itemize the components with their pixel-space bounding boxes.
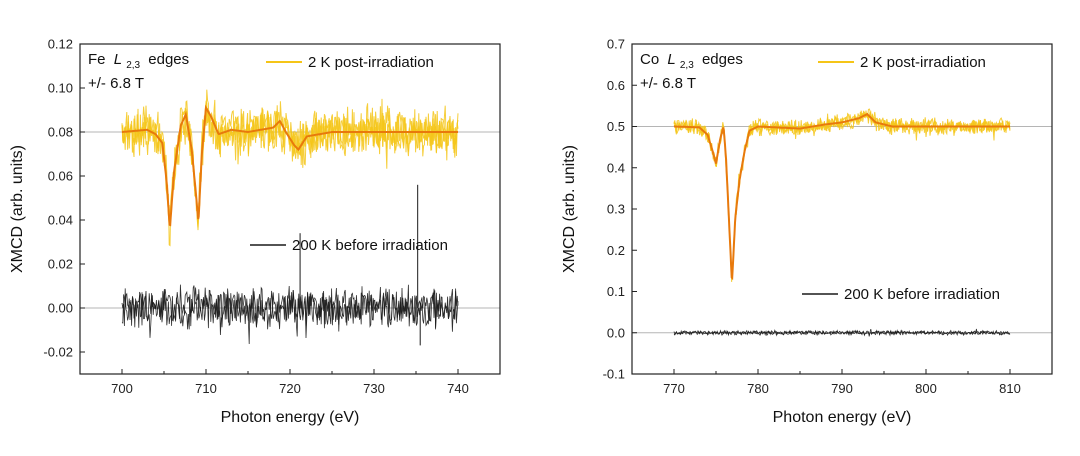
fe-data-trace — [121, 99, 459, 247]
fe-panel: 700 710 720 730 740 -0.02 0.00 0.02 0.04 0.06 0.0… — [9, 37, 501, 426]
co-plot-frame — [631, 43, 1053, 375]
fe-reference-lines — [80, 131, 500, 309]
fe-x-tick-label: 720 — [279, 381, 301, 396]
co-data-trace — [673, 329, 1011, 337]
co-y-tick-label: -0.1 — [603, 367, 625, 382]
co-field-annotation: +/- 6.8 T — [640, 75, 696, 92]
fe-legend-label-2k: 2 K post-irradiation — [308, 54, 434, 71]
co-x-tick-label: 790 — [831, 381, 853, 396]
fe-x-axis-label: Photon energy (eV) — [221, 409, 360, 426]
fe-field-annotation: +/- 6.8 T — [88, 75, 144, 92]
fe-series-200k-before-irradiation — [121, 184, 459, 346]
co-x-tick-label: 770 — [663, 381, 685, 396]
fe-x-tick-label: 730 — [363, 381, 385, 396]
fe-series-2k-post-irradiation — [121, 89, 459, 247]
fe-y-tick-label: 0.02 — [48, 257, 73, 272]
fe-fit-line — [122, 104, 458, 227]
fe-y-axis-label: XMCD (arb. units) — [9, 145, 26, 273]
co-y-tick-label: 0.7 — [607, 37, 625, 52]
co-legend-label-2k: 2 K post-irradiation — [860, 54, 986, 71]
co-series-2k-post-irradiation — [673, 108, 1011, 282]
fe-y-tick-label: 0.08 — [48, 125, 73, 140]
co-edge-word: edges — [702, 51, 743, 68]
fe-y-tick-label: -0.02 — [43, 345, 73, 360]
co-y-axis-ticks: -0.1 0.0 0.1 0.2 0.3 0.4 0.5 0.6 0.7 — [603, 37, 637, 382]
fe-element: Fe — [88, 51, 106, 68]
co-legend-label-200k: 200 K before irradiation — [844, 286, 1000, 303]
co-y-tick-label: 0.1 — [607, 284, 625, 299]
fe-edge-symbol: L — [114, 51, 122, 68]
co-y-tick-label: 0.0 — [607, 325, 625, 340]
co-edge-symbol: L — [667, 51, 675, 68]
co-y-tick-label: 0.5 — [607, 119, 625, 134]
co-series-200k-before-irradiation — [673, 328, 1011, 337]
co-y-axis-label: XMCD (arb. units) — [561, 145, 578, 273]
fe-y-tick-label: 0.06 — [48, 169, 73, 184]
fe-x-tick-label: 710 — [195, 381, 217, 396]
fe-data-trace — [121, 284, 459, 345]
co-y-tick-label: 0.4 — [607, 160, 625, 175]
co-edge-annotation: Co L 2,3 edges — [640, 51, 743, 72]
co-x-axis-ticks: 770 780 790 800 810 — [631, 369, 1053, 396]
co-element: Co — [640, 51, 659, 68]
co-y-tick-label: 0.3 — [607, 202, 625, 217]
fe-y-tick-label: 0.00 — [48, 301, 73, 316]
co-x-tick-label: 780 — [747, 381, 769, 396]
fe-x-tick-label: 740 — [447, 381, 469, 396]
co-y-tick-label: 0.2 — [607, 243, 625, 258]
co-edge-subscript: 2,3 — [680, 60, 694, 71]
fe-y-tick-label: 0.12 — [48, 37, 73, 52]
fe-x-tick-label: 700 — [111, 381, 133, 396]
fe-plot-frame — [79, 43, 501, 375]
fe-data-trace — [121, 89, 459, 231]
co-x-axis-label: Photon energy (eV) — [773, 409, 912, 426]
fe-x-axis-ticks: 700 710 720 730 740 — [79, 369, 501, 396]
fe-y-axis-ticks: -0.02 0.00 0.02 0.04 0.06 0.08 0.10 0.12 — [43, 37, 85, 360]
fe-legend-label-200k: 200 K before irradiation — [292, 237, 448, 254]
co-y-tick-label: 0.6 — [607, 78, 625, 93]
fe-edge-word: edges — [148, 51, 189, 68]
co-x-tick-label: 810 — [999, 381, 1021, 396]
fe-data-trace — [121, 287, 459, 339]
fe-y-tick-label: 0.10 — [48, 81, 73, 96]
fe-edge-annotation: Fe L 2,3 edges — [88, 51, 189, 72]
fe-edge-subscript: 2,3 — [126, 60, 140, 71]
co-x-tick-label: 800 — [915, 381, 937, 396]
co-panel: 770 780 790 800 810 -0.1 0.0 0.1 0.2 0.3 0.4 0.5 0.… — [561, 37, 1053, 426]
fe-y-tick-label: 0.04 — [48, 213, 73, 228]
co-fit-line — [674, 112, 1010, 281]
